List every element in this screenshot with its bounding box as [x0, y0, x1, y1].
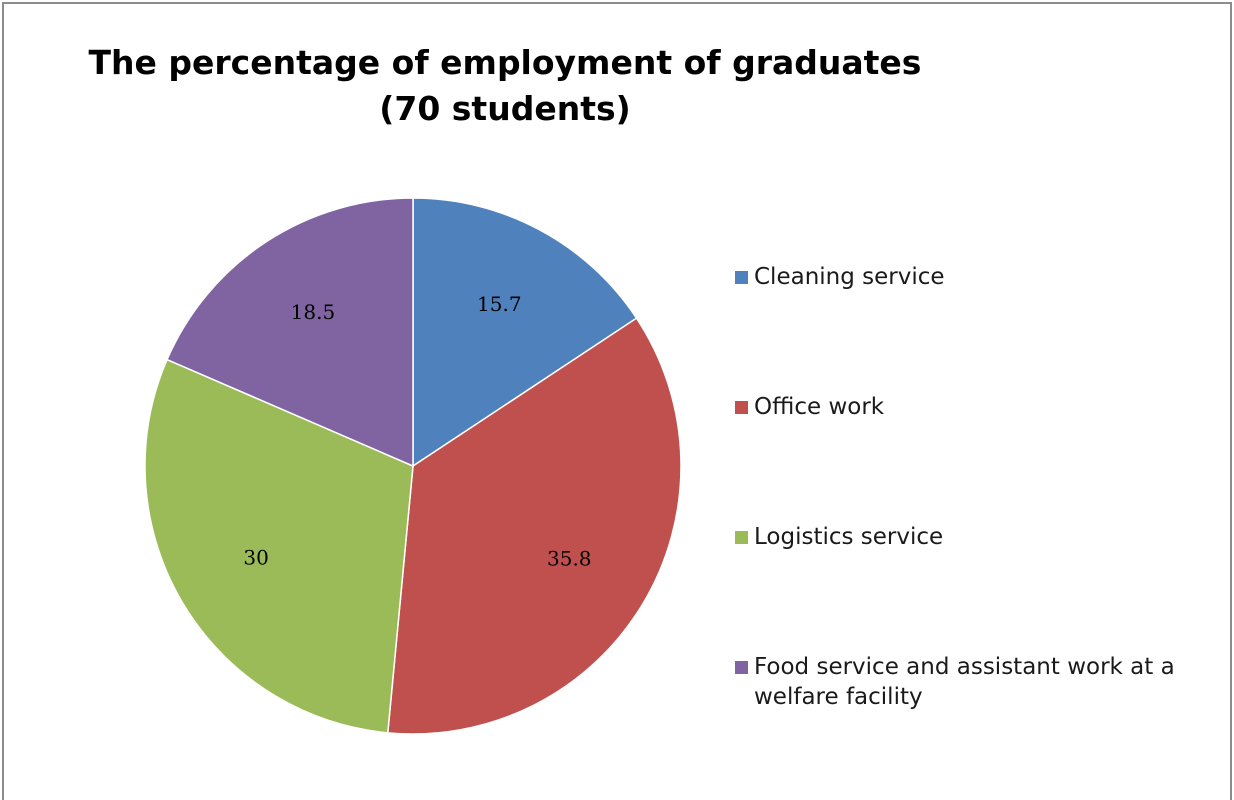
legend-swatch-0 [735, 271, 748, 284]
chart-title: The percentage of employment of graduate… [60, 40, 950, 132]
chart-subtitle: (70 students) [379, 89, 631, 128]
legend-label-1: Office work [754, 394, 885, 420]
pie-slice-2 [144, 358, 414, 734]
legend-label-0: Cleaning service [754, 264, 945, 290]
pie-slice-0 [412, 197, 638, 468]
data-label-0: 15.7 [477, 292, 522, 316]
legend-swatch-3 [735, 661, 748, 674]
legend-item-0: Cleaning service [735, 262, 1225, 292]
data-label-2: 30 [243, 545, 268, 569]
legend-item-3: Food service and assistant work at a wel… [735, 652, 1225, 712]
legend-swatch-2 [735, 531, 748, 544]
legend-item-2: Logistics service [735, 522, 1225, 552]
data-label-3: 18.5 [291, 300, 336, 324]
chart-title-line: The percentage of employment of graduate… [88, 43, 922, 82]
data-label-1: 35.8 [547, 546, 592, 570]
pie-slice-3 [166, 197, 414, 468]
legend-swatch-1 [735, 401, 748, 414]
legend-label-3: Food service and assistant work at a wel… [754, 654, 1175, 710]
legend-label-2: Logistics service [754, 524, 944, 550]
legend-item-1: Office work [735, 392, 1225, 422]
pie-slice-1 [386, 317, 682, 735]
